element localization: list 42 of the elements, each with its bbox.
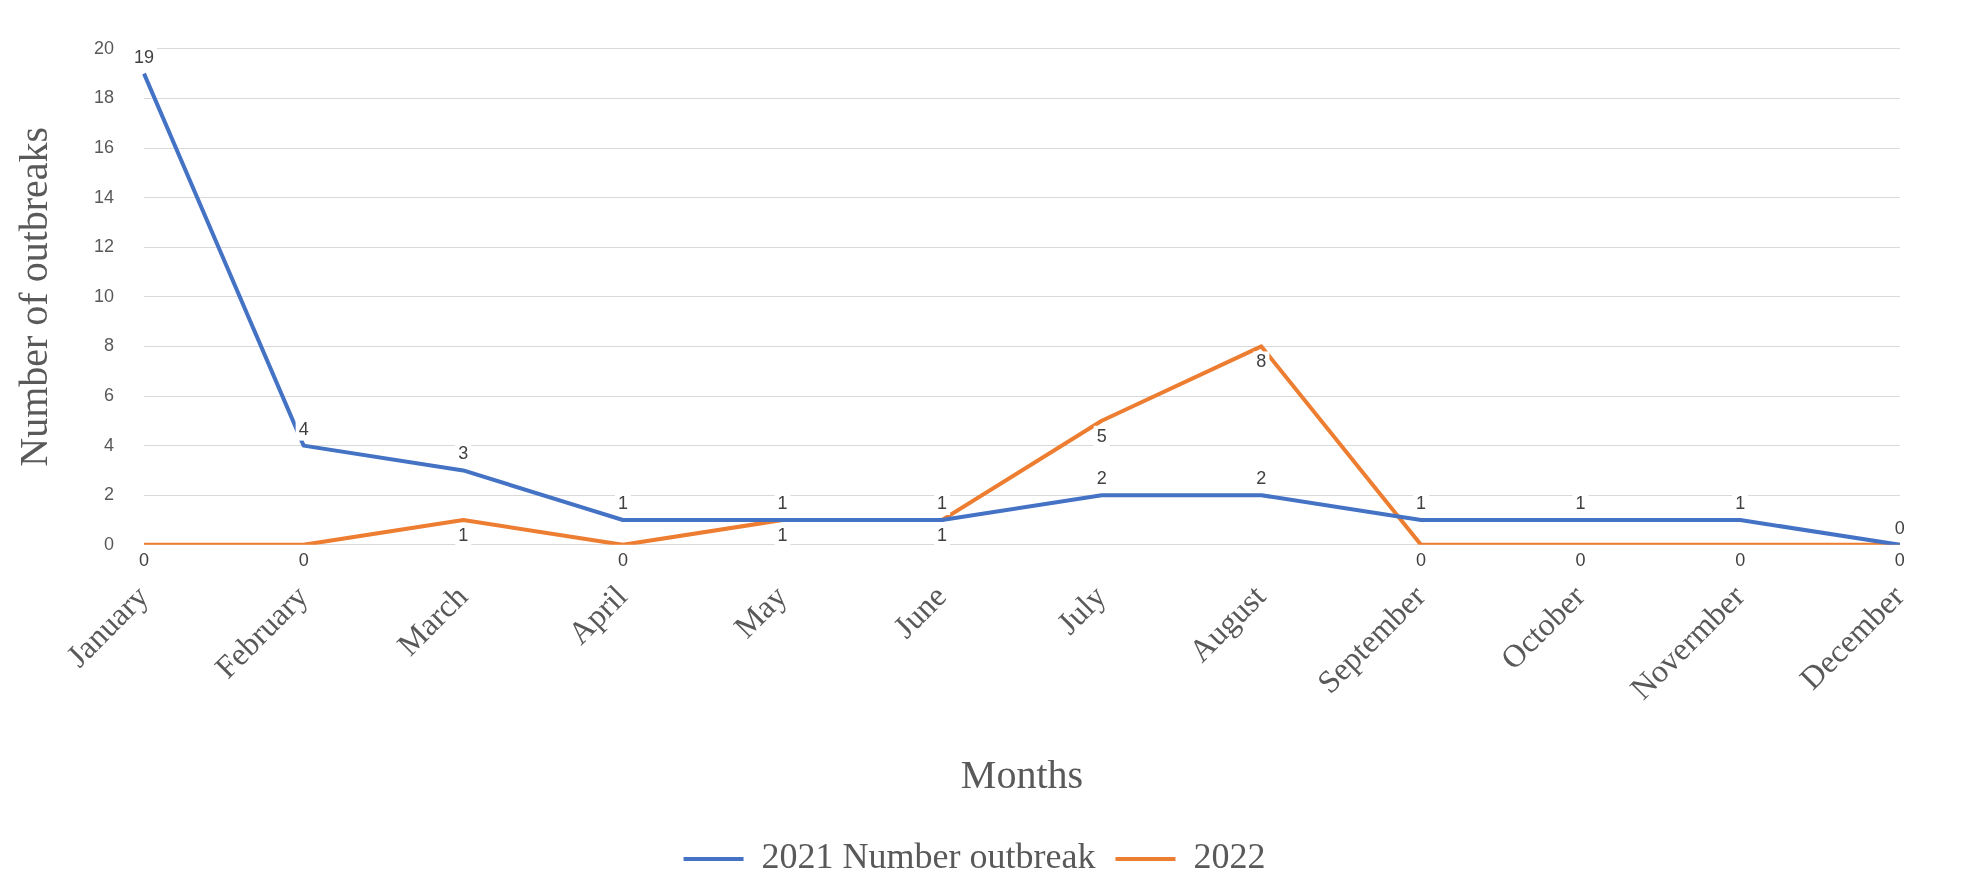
data-label: 1 [617,492,628,513]
x-tick-label: June [886,577,954,645]
y-tick-label: 6 [104,384,115,405]
y-tick-label: 8 [104,335,115,356]
data-label: 2 [1096,468,1107,489]
data-label: 19 [134,46,155,67]
y-tick-label: 12 [93,236,115,257]
data-label: 0 [298,549,309,570]
x-tick-label: May [726,577,794,645]
data-label: 0 [1575,549,1586,570]
legend-label: 2021 Number outbreak [761,836,1096,877]
y-tick-label: 16 [93,136,115,157]
legend-label: 2022 [1193,836,1266,877]
x-axis-title: Months [960,751,1084,797]
y-tick-label: 2 [104,484,115,505]
data-label: 0 [617,549,628,570]
y-tick-label: 0 [104,533,115,554]
data-label: 0 [1894,549,1905,570]
y-tick-label: 14 [93,186,115,207]
x-tick-label: July [1049,577,1113,641]
y-tick-label: 20 [93,37,115,58]
data-label: 1 [937,492,948,513]
y-axis-title: Number of outbreaks [10,126,56,467]
data-label: 1 [777,492,788,513]
data-label: 1 [1735,492,1746,513]
data-label: 0 [1894,517,1905,538]
data-label: 4 [298,418,309,439]
data-label: 5 [1096,425,1107,446]
y-tick-label: 18 [93,87,115,108]
data-label: 8 [1256,351,1267,372]
data-label: 1 [1415,492,1426,513]
data-label: 1 [1575,492,1586,513]
y-tick-label: 10 [93,285,115,306]
data-label: 1 [937,524,948,545]
data-label: 2 [1256,468,1267,489]
y-tick-label: 4 [104,434,115,455]
data-label: 1 [777,524,788,545]
data-label: 3 [458,443,469,464]
data-label: 0 [139,549,150,570]
data-label: 0 [1735,549,1746,570]
data-label: 0 [1415,549,1426,570]
data-label: 1 [458,524,469,545]
